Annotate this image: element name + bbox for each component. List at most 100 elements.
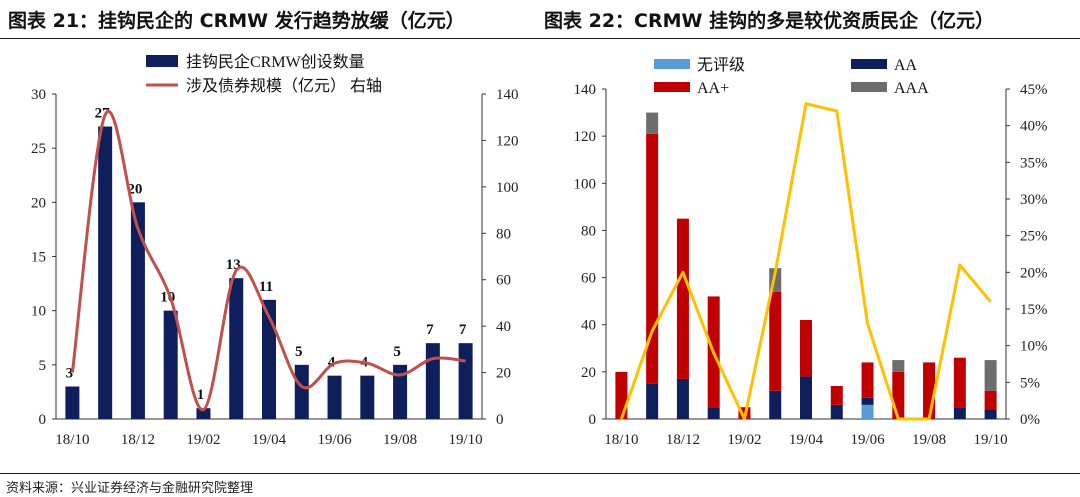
bar-AA+-18/11 [646,133,659,384]
chart-title-22: 图表 22：CRMW 挂钩的多是较优资质民企（亿元） [544,10,995,32]
x-tick-label: 19/08 [383,432,417,448]
bar-18/10 [65,386,80,419]
legend-swatch-AA+ [654,82,690,92]
legend-label-AAA: AAA [894,80,929,97]
y-left-tick-label: 60 [581,271,596,287]
y-left-tick-label: 120 [574,129,597,145]
x-tick-label: 19/04 [252,432,287,448]
bar-19/04 [262,299,276,419]
bar-AAA-18/11 [646,112,659,134]
y-right-tick-label: 0 [496,412,504,428]
y-right-tick-label: 10% [1020,339,1048,355]
bar-AAA-19/07 [892,360,905,372]
bar-19/02 [196,408,211,419]
line-aa-share [619,102,992,421]
y-right-tick-label: 20 [496,366,511,382]
bar-18/11 [98,126,113,419]
y-right-tick-label: 30% [1020,192,1048,208]
y-right-tick-label: 100 [496,180,519,196]
bar-AA+-19/07 [892,371,905,419]
bar-label-19/02: 1 [197,387,205,403]
bar-label-19/10: 7 [459,322,467,338]
x-tick-label: 19/10 [449,432,483,448]
y-right-tick-label: 40 [496,319,511,335]
bar-AA-19/05 [830,404,843,419]
bar-label-18/11: 27 [95,106,111,122]
bar-AA+-19/06 [861,362,874,398]
legend-label-无评级: 无评级 [697,56,745,74]
bar-label-19/05: 5 [295,344,303,360]
bar-AA-19/03 [769,390,782,419]
x-tick-label: 19/06 [850,432,885,448]
bar-AAA-19/10 [984,360,997,391]
bar-label-18/10: 3 [66,366,74,382]
bar-19/06 [327,375,342,419]
x-tick-label: 19/06 [317,432,352,448]
y-right-tick-label: 120 [496,133,519,149]
y-right-tick-label: 80 [496,226,511,242]
x-tick-label: 19/02 [727,432,761,448]
x-tick-label: 19/08 [912,432,946,448]
bar-19/07 [360,375,375,419]
bar-AA-19/04 [800,376,812,419]
bar-AA+-18/10 [615,371,628,419]
x-tick-label: 19/02 [186,432,220,448]
line-bond-scale [70,110,466,412]
y-left-tick-label: 20 [31,195,46,211]
bar-AA-19/10 [984,409,997,419]
y-right-tick-label: 60 [496,273,511,289]
bar-18/12 [130,202,145,419]
x-tick-label: 18/12 [666,432,700,448]
top-divider [0,38,1080,39]
y-right-tick-label: 15% [1020,302,1048,318]
x-tick-label: 18/10 [55,432,89,448]
bar-19/09 [425,343,440,419]
bar-label-19/09: 7 [426,322,434,338]
bar-AA-19/01 [707,407,720,419]
bar-AA+-19/10 [984,390,997,410]
y-right-tick-label: 140 [496,87,519,103]
bar-label-19/06: 4 [328,355,336,371]
bar-AA+-19/03 [769,291,782,391]
y-left-tick-label: 0 [39,412,47,428]
y-right-tick-label: 45% [1020,82,1048,98]
bar-19/05 [294,364,309,419]
y-right-tick-label: 40% [1020,119,1048,135]
source-note: 资料来源：兴业证券经济与金融研究院整理 [6,481,254,496]
bottom-divider [0,473,1080,474]
y-left-tick-label: 0 [589,412,597,428]
y-left-tick-label: 40 [581,318,596,334]
bar-label-18/12: 20 [127,181,142,197]
bar-19/08 [393,364,408,419]
legend-label-bar: 挂钩民企CRMW创设数量 [186,53,365,71]
y-right-tick-label: 20% [1020,265,1048,281]
chart-22: 0 20 40 60 80 100 120 140 0% 5% 10% 15% 20% 25% 30% 35%… [574,56,1048,448]
y-left-tick-label: 100 [574,176,597,192]
y-right-tick-label: 0% [1020,412,1040,428]
x-tick-label: 19/10 [974,432,1008,448]
bar-label-19/04: 11 [259,279,273,295]
bar-AA-19/09 [953,407,966,419]
y-left-tick-label: 80 [581,223,596,239]
bar-AA+-18/12 [676,218,689,379]
bar-AA+-19/05 [830,386,843,405]
bar-19/10 [458,343,473,419]
y-left-tick-label: 30 [31,87,46,103]
y-left-tick-label: 140 [574,82,597,98]
legend-swatch-AA [851,59,887,69]
x-tick-label: 19/04 [789,432,824,448]
y-left-tick-label: 5 [39,358,47,374]
y-right-tick-label: 25% [1020,229,1048,245]
bar-AA-19/06 [861,397,874,405]
bar-AA-18/12 [676,378,689,419]
legend-swatch-bar [146,55,178,67]
bar-AA-18/11 [646,383,659,419]
x-tick-label: 18/10 [604,432,638,448]
y-right-tick-label: 5% [1020,375,1040,391]
y-left-tick-label: 10 [31,304,46,320]
bar-AA+-19/09 [953,357,966,408]
bar-label-19/08: 5 [393,344,401,360]
legend-swatch-AAA [851,82,887,92]
legend-swatch-无评级 [654,59,690,69]
y-left-tick-label: 20 [581,365,596,381]
